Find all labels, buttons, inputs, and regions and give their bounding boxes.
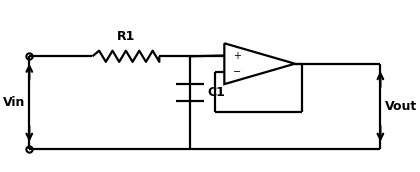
Text: Vout: Vout (385, 100, 417, 113)
Text: R1: R1 (117, 30, 135, 43)
Text: +: + (233, 51, 241, 61)
Text: C1: C1 (207, 86, 226, 99)
Text: Vin: Vin (3, 96, 26, 109)
Text: −: − (233, 67, 241, 77)
